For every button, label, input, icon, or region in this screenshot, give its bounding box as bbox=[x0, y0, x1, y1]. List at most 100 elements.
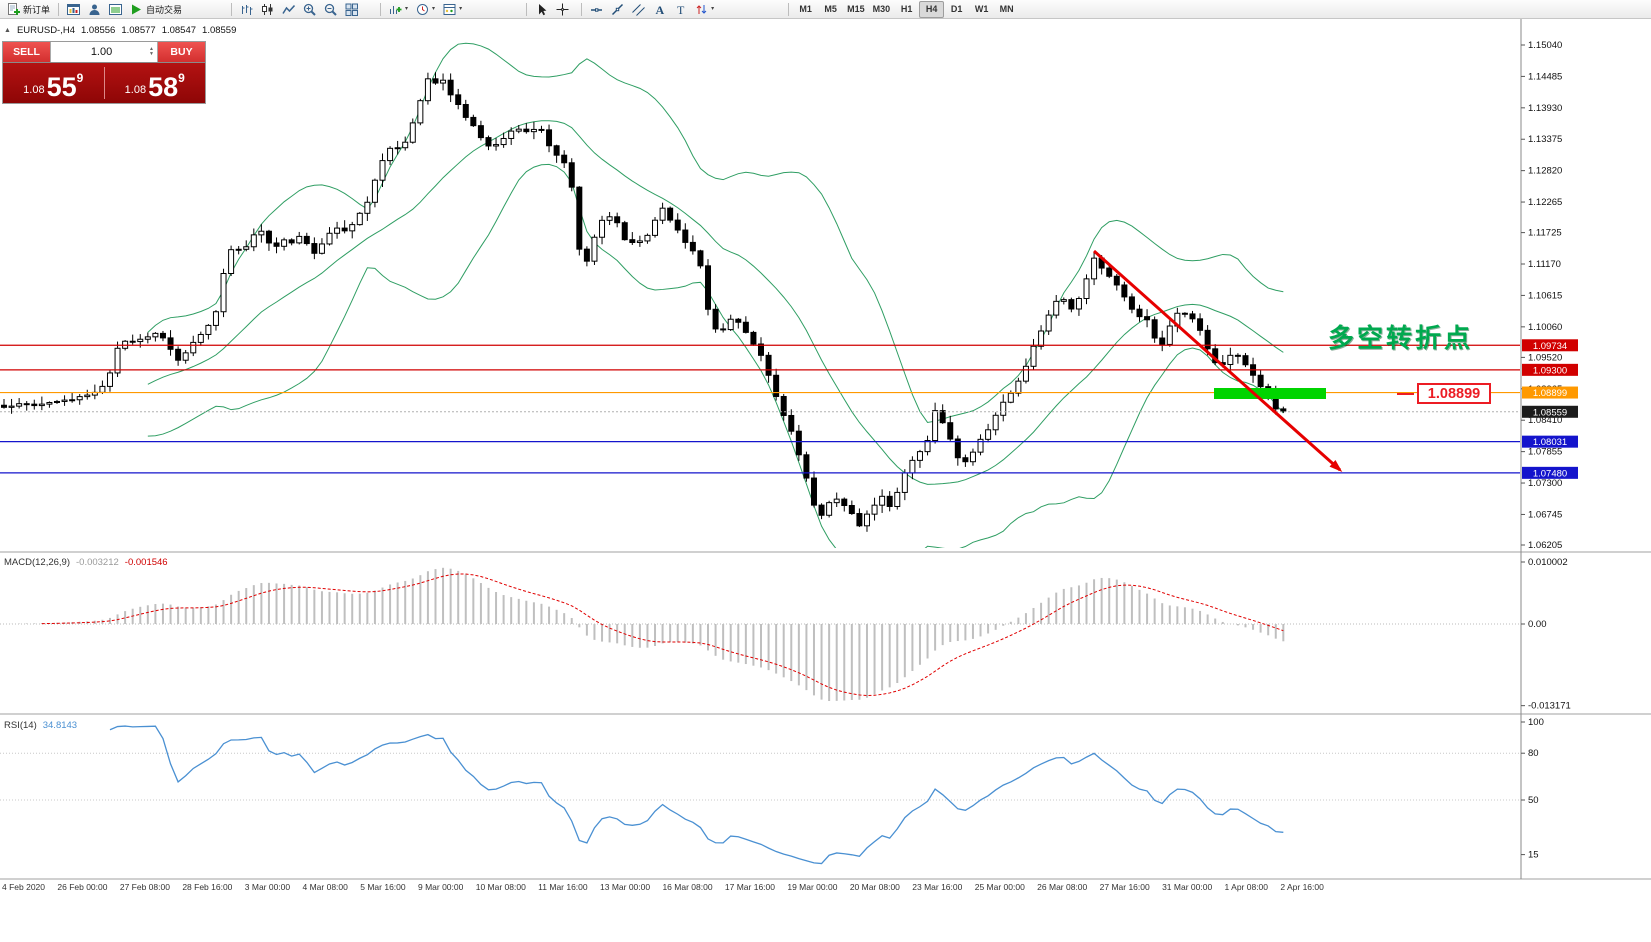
price-line-tag bbox=[1522, 466, 1578, 479]
sell-price-panel[interactable]: 1.08 55 9 bbox=[3, 63, 104, 103]
svg-text:A: A bbox=[656, 3, 665, 16]
market-watch-button[interactable] bbox=[63, 1, 84, 18]
timeframe-button[interactable]: M1 bbox=[799, 4, 812, 14]
timeframe-button[interactable]: M5 bbox=[824, 4, 837, 14]
trend-arrow-head bbox=[1329, 459, 1343, 472]
time-axis-label: 25 Mar 00:00 bbox=[974, 882, 1025, 892]
line-chart-button[interactable] bbox=[278, 1, 299, 18]
templates-button[interactable]: ▾ bbox=[439, 1, 466, 18]
autotrading-button[interactable]: 自动交易 bbox=[126, 1, 186, 18]
toolbar-separator bbox=[380, 2, 382, 16]
svg-text:1.06205: 1.06205 bbox=[1528, 540, 1562, 551]
svg-text:1.07480: 1.07480 bbox=[1533, 468, 1567, 479]
navigator-button[interactable] bbox=[84, 1, 105, 18]
svg-text:1.12265: 1.12265 bbox=[1528, 197, 1562, 208]
navigator-person-icon bbox=[88, 3, 101, 16]
bid-price-tag bbox=[1522, 405, 1578, 418]
market-watch-icon bbox=[67, 3, 81, 16]
bar-chart-button[interactable] bbox=[236, 1, 257, 18]
horizontal-line-icon bbox=[590, 3, 603, 16]
time-axis-label: 4 Mar 08:00 bbox=[302, 882, 348, 892]
new-order-button[interactable]: 新订单 bbox=[3, 1, 54, 18]
timeframe-button[interactable]: M30 bbox=[872, 4, 891, 14]
time-axis-label: 16 Mar 08:00 bbox=[662, 882, 713, 892]
macd-main-value: -0.003212 bbox=[76, 557, 119, 568]
macd-indicator-label: MACD(12,26,9) -0.003212 -0.001546 bbox=[4, 557, 168, 568]
time-axis[interactable]: 4 Feb 2020 26 Feb 00:00 27 Feb 08:00 28 Feb… bbox=[2, 882, 1324, 892]
timeframe-button[interactable]: H4 bbox=[919, 0, 945, 18]
candlestick-button[interactable] bbox=[257, 1, 278, 18]
buy-button[interactable]: BUY bbox=[158, 42, 205, 62]
dropdown-caret-icon: ▾ bbox=[711, 6, 715, 12]
horizontal-line-tool-button[interactable] bbox=[586, 1, 607, 18]
timeframe-button[interactable]: H1 bbox=[900, 4, 913, 14]
zoom-out-button[interactable] bbox=[320, 1, 341, 18]
timeframe-button[interactable]: M15 bbox=[847, 4, 865, 14]
candlestick-icon bbox=[261, 3, 274, 16]
svg-text:1.07855: 1.07855 bbox=[1528, 447, 1562, 458]
time-axis-label: 3 Mar 00:00 bbox=[244, 882, 291, 892]
new-order-label: 新订单 bbox=[23, 4, 51, 15]
trendline-icon bbox=[611, 3, 624, 16]
support-zone-highlight[interactable] bbox=[1214, 388, 1326, 399]
volume-input[interactable]: 1.00 ▲ ▼ bbox=[50, 42, 158, 62]
indicators-icon bbox=[389, 3, 402, 16]
svg-text:1.12820: 1.12820 bbox=[1528, 166, 1562, 177]
timeframe-button[interactable]: MN bbox=[999, 4, 1014, 14]
time-axis-label: 5 Mar 16:00 bbox=[360, 882, 406, 892]
tile-windows-button[interactable] bbox=[341, 1, 362, 18]
svg-text:1.10060: 1.10060 bbox=[1528, 322, 1562, 333]
time-axis-label: 26 Mar 08:00 bbox=[1037, 882, 1088, 892]
sell-button[interactable]: SELL bbox=[3, 42, 50, 62]
label-tool-button[interactable]: T bbox=[670, 1, 691, 18]
trend-arrow-line[interactable] bbox=[1093, 249, 1341, 472]
buy-price-panel[interactable]: 1.08 58 9 bbox=[105, 63, 206, 103]
volume-decrease-button[interactable]: ▼ bbox=[149, 51, 154, 57]
zoom-in-icon bbox=[303, 3, 316, 16]
templates-icon bbox=[443, 3, 456, 16]
line-chart-icon bbox=[282, 3, 296, 16]
macd-signal-line bbox=[41, 573, 1284, 697]
timeframe-toolbar: M1 M5 M15 M30 H1 H4 D1 W1 MN bbox=[793, 0, 1019, 18]
volume-increase-button[interactable]: ▲ bbox=[149, 46, 154, 52]
arrows-tool-button[interactable]: ▾ bbox=[691, 1, 718, 18]
zoom-in-button[interactable] bbox=[299, 1, 320, 18]
collapse-arrow-icon[interactable]: ▲ bbox=[4, 27, 11, 34]
dropdown-caret-icon: ▾ bbox=[405, 6, 409, 12]
top-toolbar: 新订单 自动交易 ▾ ▾ ▾ A T ▾ M1 M5 M15 M30 H1 H4 D1 W1 M… bbox=[0, 0, 1651, 19]
toolbar-separator bbox=[526, 2, 528, 16]
svg-text:T: T bbox=[677, 3, 685, 16]
timeframe-button[interactable]: D1 bbox=[950, 4, 963, 14]
price-line-tag bbox=[1522, 339, 1578, 352]
tile-windows-icon bbox=[345, 3, 359, 16]
indicators-button[interactable]: ▾ bbox=[385, 1, 412, 18]
price-callout-label[interactable]: 1.08899 bbox=[1417, 383, 1491, 404]
text-tool-button[interactable]: A bbox=[649, 1, 670, 18]
buy-price-prefix: 1.08 bbox=[124, 84, 147, 96]
svg-text:1.15040: 1.15040 bbox=[1528, 40, 1562, 51]
cursor-button[interactable] bbox=[531, 1, 552, 18]
crosshair-icon bbox=[556, 3, 569, 16]
ohlc-close: 1.08559 bbox=[202, 25, 237, 36]
rsi-indicator-label: RSI(14) 34.8143 bbox=[4, 720, 77, 731]
terminal-button[interactable] bbox=[105, 1, 126, 18]
arrows-icon bbox=[695, 3, 708, 16]
price-scale[interactable]: 1.15040 1.14485 1.13930 1.13375 1.12820 1.122… bbox=[1521, 40, 1562, 551]
channel-tool-button[interactable] bbox=[628, 1, 649, 18]
svg-text:-0.013171: -0.013171 bbox=[1528, 701, 1571, 712]
svg-text:1.08410: 1.08410 bbox=[1528, 415, 1562, 426]
svg-text:1.08899: 1.08899 bbox=[1533, 388, 1567, 399]
timeframe-button[interactable]: W1 bbox=[974, 4, 989, 14]
periods-button[interactable]: ▾ bbox=[412, 1, 439, 18]
dropdown-caret-icon: ▾ bbox=[459, 6, 463, 12]
horizontal-price-lines[interactable]: 1.09734 1.09300 1.08899 1.08031 1.07480 bbox=[0, 339, 1578, 479]
svg-text:80: 80 bbox=[1528, 748, 1539, 759]
price-panel-divider bbox=[103, 67, 105, 99]
svg-text:0.010002: 0.010002 bbox=[1528, 557, 1568, 568]
crosshair-button[interactable] bbox=[552, 1, 573, 18]
bull-bear-turning-point-annotation[interactable]: 多空转折点 bbox=[1328, 323, 1474, 353]
trendline-tool-button[interactable] bbox=[607, 1, 628, 18]
terminal-icon bbox=[109, 3, 123, 16]
